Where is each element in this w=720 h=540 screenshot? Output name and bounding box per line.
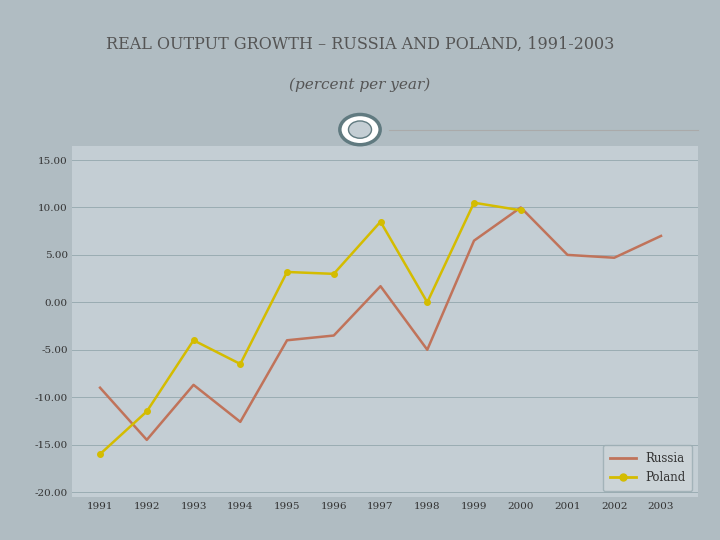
Legend: Russia, Poland: Russia, Poland xyxy=(603,445,693,491)
Text: (percent per year): (percent per year) xyxy=(289,77,431,92)
Text: REAL OUTPUT GROWTH – RUSSIA AND POLAND, 1991-2003: REAL OUTPUT GROWTH – RUSSIA AND POLAND, … xyxy=(106,36,614,52)
